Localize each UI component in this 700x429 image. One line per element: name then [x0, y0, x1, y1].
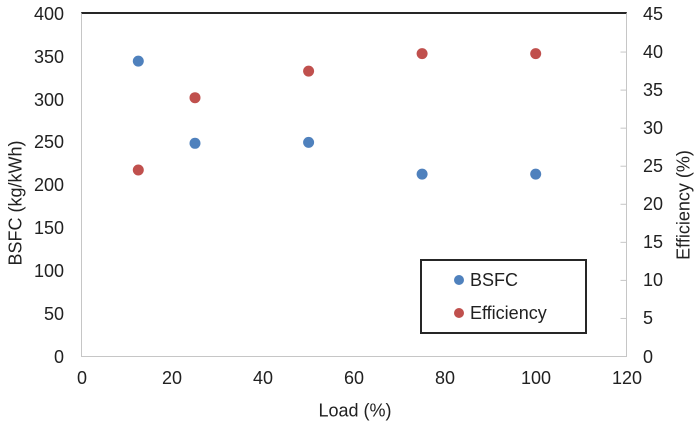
x-axis-tick-label: 20	[161, 368, 183, 388]
y-axis-left-tick-label: 300	[33, 90, 64, 110]
y-axis-left-tick-label: 250	[33, 132, 64, 152]
y-axis-right-tick-label: 20	[643, 194, 664, 214]
x-axis-tick-label: 120	[611, 368, 643, 388]
x-axis-tick-label: 40	[252, 368, 274, 388]
x-axis-tick-label: 80	[434, 368, 456, 388]
y-axis-right-tick-label: 10	[643, 270, 664, 290]
legend-marker-bsfc-icon	[454, 275, 464, 285]
legend: BSFC Efficiency	[420, 259, 587, 334]
y-axis-left-tick-label: 200	[33, 175, 64, 195]
y-axis-left-tick-label: 350	[33, 47, 64, 67]
y-axis-right-tick-label: 30	[643, 118, 664, 138]
y-axis-left-tick-label: 400	[33, 4, 64, 24]
legend-item-bsfc: BSFC	[454, 270, 585, 290]
y-axis-left-tick-label: 150	[33, 218, 64, 238]
y-axis-right-tick-label: 45	[643, 4, 664, 24]
legend-label-bsfc: BSFC	[470, 270, 519, 290]
y-axis-right-tick-label: 15	[643, 232, 664, 252]
y-axis-right-tick-label: 40	[643, 42, 664, 62]
legend-item-efficiency: Efficiency	[454, 303, 585, 323]
x-axis-title: Load (%)	[318, 400, 392, 421]
legend-label-efficiency: Efficiency	[470, 303, 547, 323]
y-axis-right-title: Efficiency (%)	[673, 150, 694, 260]
legend-marker-efficiency-icon	[454, 308, 464, 318]
y-axis-left-tick-label: 50	[43, 304, 64, 324]
y-axis-right-tick-label: 0	[643, 347, 654, 367]
x-axis-tick-label: 100	[520, 368, 552, 388]
y-axis-right-tick-label: 35	[643, 80, 664, 100]
y-axis-left-tick-label: 100	[33, 261, 64, 281]
x-axis-tick-label: 0	[76, 368, 87, 388]
y-axis-right-tick-label: 5	[643, 308, 654, 328]
y-axis-left-title: BSFC (kg/kWh)	[5, 140, 26, 266]
y-axis-left-tick-label: 0	[53, 347, 64, 367]
x-axis-tick-label: 60	[343, 368, 365, 388]
y-axis-right-tick-label: 25	[643, 156, 664, 176]
